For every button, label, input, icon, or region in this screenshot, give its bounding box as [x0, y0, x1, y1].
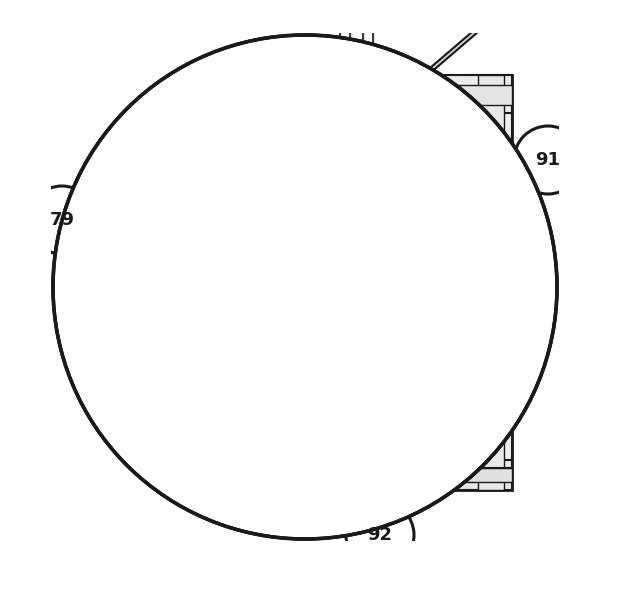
Circle shape: [327, 280, 333, 286]
Bar: [0, 0, 620, 33]
Bar: [432, 430, 464, 444]
Circle shape: [375, 185, 395, 205]
Bar: [182, 468, 512, 482]
Bar: [367, 113, 377, 460]
Bar: [283, 265, 305, 287]
Bar: [182, 85, 512, 105]
Circle shape: [390, 200, 410, 220]
Bar: [190, 75, 216, 490]
Circle shape: [346, 501, 414, 569]
Circle shape: [219, 202, 225, 208]
Bar: [182, 75, 512, 490]
Text: 91: 91: [536, 151, 560, 169]
Circle shape: [416, 248, 480, 312]
Circle shape: [249, 229, 341, 321]
Bar: [478, 75, 504, 490]
Circle shape: [380, 212, 396, 228]
Bar: [438, 332, 448, 460]
Text: 92: 92: [368, 526, 392, 544]
Circle shape: [433, 265, 463, 295]
Circle shape: [396, 228, 500, 332]
Circle shape: [207, 187, 383, 363]
Circle shape: [28, 186, 96, 254]
Circle shape: [207, 252, 213, 258]
Bar: [350, 113, 360, 460]
Bar: [182, 460, 512, 490]
Text: 79: 79: [50, 211, 74, 229]
Bar: [182, 75, 224, 490]
Circle shape: [322, 209, 338, 225]
Circle shape: [351, 81, 359, 89]
Circle shape: [514, 126, 582, 194]
Text: eReplacementParts.com: eReplacementParts.com: [234, 291, 386, 304]
Circle shape: [53, 35, 557, 539]
Circle shape: [210, 81, 218, 89]
Circle shape: [312, 122, 368, 178]
Bar: [182, 75, 512, 113]
Bar: [452, 332, 462, 460]
Bar: [559, 0, 620, 595]
Bar: [0, 0, 51, 595]
Circle shape: [214, 197, 230, 213]
Bar: [470, 75, 512, 490]
Bar: [425, 444, 470, 460]
Circle shape: [202, 247, 218, 263]
Circle shape: [327, 214, 333, 220]
Bar: [425, 420, 470, 430]
Circle shape: [325, 135, 355, 165]
Circle shape: [435, 435, 445, 445]
Circle shape: [322, 275, 338, 291]
Bar: [224, 113, 510, 460]
Bar: [0, 541, 620, 595]
